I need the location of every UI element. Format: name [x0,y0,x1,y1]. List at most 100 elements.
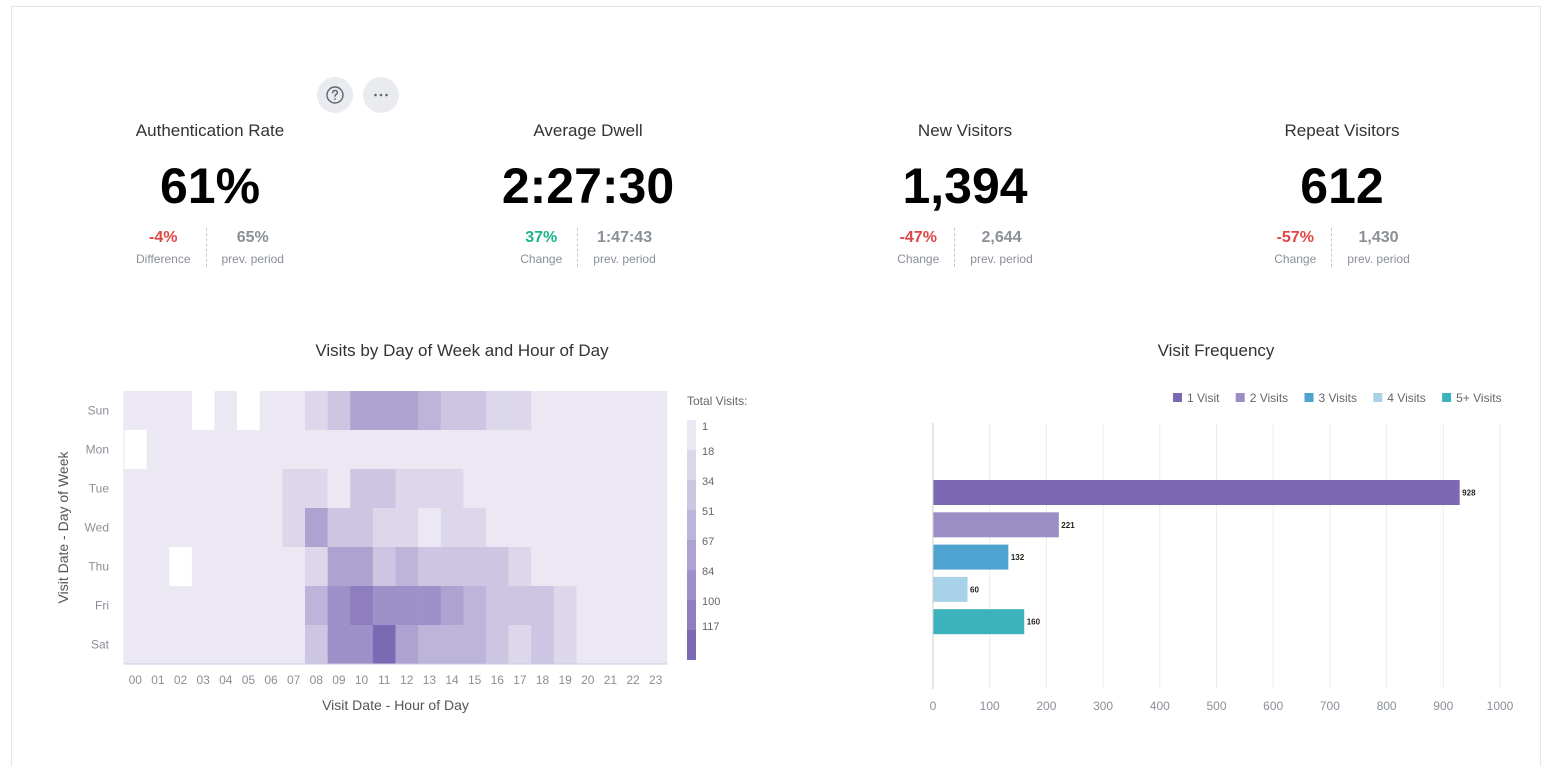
heatmap-cell[interactable] [124,547,147,587]
heatmap-cell[interactable] [553,430,577,470]
heatmap-cell[interactable] [124,469,147,509]
heatmap-cell[interactable] [169,430,193,470]
heatmap-cell[interactable] [146,469,170,509]
heatmap-cell[interactable] [214,586,238,626]
heatmap-cell[interactable] [169,586,193,626]
heatmap-cell[interactable] [418,391,442,431]
heatmap-cell[interactable] [259,391,283,431]
heatmap-cell[interactable] [350,586,374,626]
heatmap-cell[interactable] [237,586,261,626]
heatmap-cell[interactable] [350,391,374,431]
heatmap-cell[interactable] [553,547,577,587]
heatmap-cell[interactable] [259,508,283,548]
heatmap-cell[interactable] [644,469,668,509]
heatmap-cell[interactable] [214,625,238,665]
heatmap-cell[interactable] [440,508,464,548]
heatmap-cell[interactable] [531,586,555,626]
heatmap-cell[interactable] [621,430,645,470]
heatmap-cell[interactable] [621,547,645,587]
heatmap-cell[interactable] [440,430,464,470]
heatmap-cell[interactable] [350,430,374,470]
heatmap-cell[interactable] [418,625,442,665]
heatmap-cell[interactable] [237,430,261,470]
heatmap-cell[interactable] [124,508,147,548]
heatmap-cell[interactable] [395,469,419,509]
heatmap-cell[interactable] [599,625,623,665]
heatmap-cell[interactable] [237,469,261,509]
heatmap-cell[interactable] [259,430,283,470]
heatmap-cell[interactable] [486,547,509,587]
heatmap-cell[interactable] [599,469,623,509]
heatmap-cell[interactable] [576,586,600,626]
heatmap-cell[interactable] [508,586,532,626]
legend-swatch[interactable] [1173,393,1182,402]
heatmap-cell[interactable] [531,625,555,665]
heatmap-cell[interactable] [418,469,442,509]
heatmap-cell[interactable] [463,469,487,509]
heatmap-cell[interactable] [395,430,419,470]
legend-swatch[interactable] [1373,393,1383,402]
heatmap-cell[interactable] [350,625,374,665]
heatmap-cell[interactable] [372,469,396,509]
heatmap-cell[interactable] [372,547,396,587]
heatmap-cell[interactable] [372,586,396,626]
heatmap-cell[interactable] [440,586,464,626]
heatmap-cell[interactable] [418,586,442,626]
heatmap-cell[interactable] [508,469,532,509]
heatmap-cell[interactable] [644,625,668,665]
heatmap-cell[interactable] [463,391,487,431]
heatmap-cell[interactable] [305,625,328,665]
heatmap-cell[interactable] [440,625,464,665]
heatmap-cell[interactable] [576,625,600,665]
bar-1-visit[interactable] [933,480,1460,505]
heatmap-cell[interactable] [191,547,215,587]
heatmap-cell[interactable] [237,625,261,665]
heatmap-cell[interactable] [191,586,215,626]
bar-2-visits[interactable] [933,512,1059,538]
heatmap-cell[interactable] [146,625,170,665]
heatmap-cell[interactable] [486,625,509,665]
heatmap-cell[interactable] [169,625,193,665]
heatmap-cell[interactable] [644,586,668,626]
heatmap-cell[interactable] [395,391,419,431]
heatmap-cell[interactable] [146,547,170,587]
heatmap-cell[interactable] [191,625,215,665]
heatmap-cell[interactable] [576,391,600,431]
heatmap-cell[interactable] [305,430,328,470]
heatmap-cell[interactable] [305,391,328,431]
heatmap-cell[interactable] [237,508,261,548]
heatmap-cell[interactable] [327,430,351,470]
heatmap-cell[interactable] [599,430,623,470]
heatmap-cell[interactable] [621,469,645,509]
heatmap-cell[interactable] [214,430,238,470]
heatmap-cell[interactable] [463,430,487,470]
heatmap-cell[interactable] [418,430,442,470]
heatmap-cell[interactable] [282,625,306,665]
heatmap-cell[interactable] [214,508,238,548]
heatmap-cell[interactable] [327,586,351,626]
heatmap-cell[interactable] [282,430,306,470]
heatmap-cell[interactable] [124,625,147,665]
heatmap-cell[interactable] [327,625,351,665]
heatmap-cell[interactable] [486,586,509,626]
legend-swatch[interactable] [1304,393,1314,402]
heatmap-cell[interactable] [508,508,532,548]
heatmap-cell[interactable] [191,391,215,431]
heatmap-cell[interactable] [124,391,147,431]
heatmap-cell[interactable] [146,430,170,470]
legend-swatch[interactable] [1235,393,1245,402]
heatmap-cell[interactable] [259,547,283,587]
heatmap-cell[interactable] [372,430,396,470]
heatmap-cell[interactable] [372,508,396,548]
heatmap-cell[interactable] [214,547,238,587]
heatmap-cell[interactable] [463,586,487,626]
heatmap-cell[interactable] [146,508,170,548]
heatmap-cell[interactable] [553,469,577,509]
heatmap-cell[interactable] [259,469,283,509]
heatmap-cell[interactable] [372,625,396,665]
heatmap-cell[interactable] [463,625,487,665]
heatmap-cell[interactable] [146,391,170,431]
heatmap-cell[interactable] [305,586,328,626]
heatmap-cell[interactable] [350,547,374,587]
heatmap-cell[interactable] [576,430,600,470]
